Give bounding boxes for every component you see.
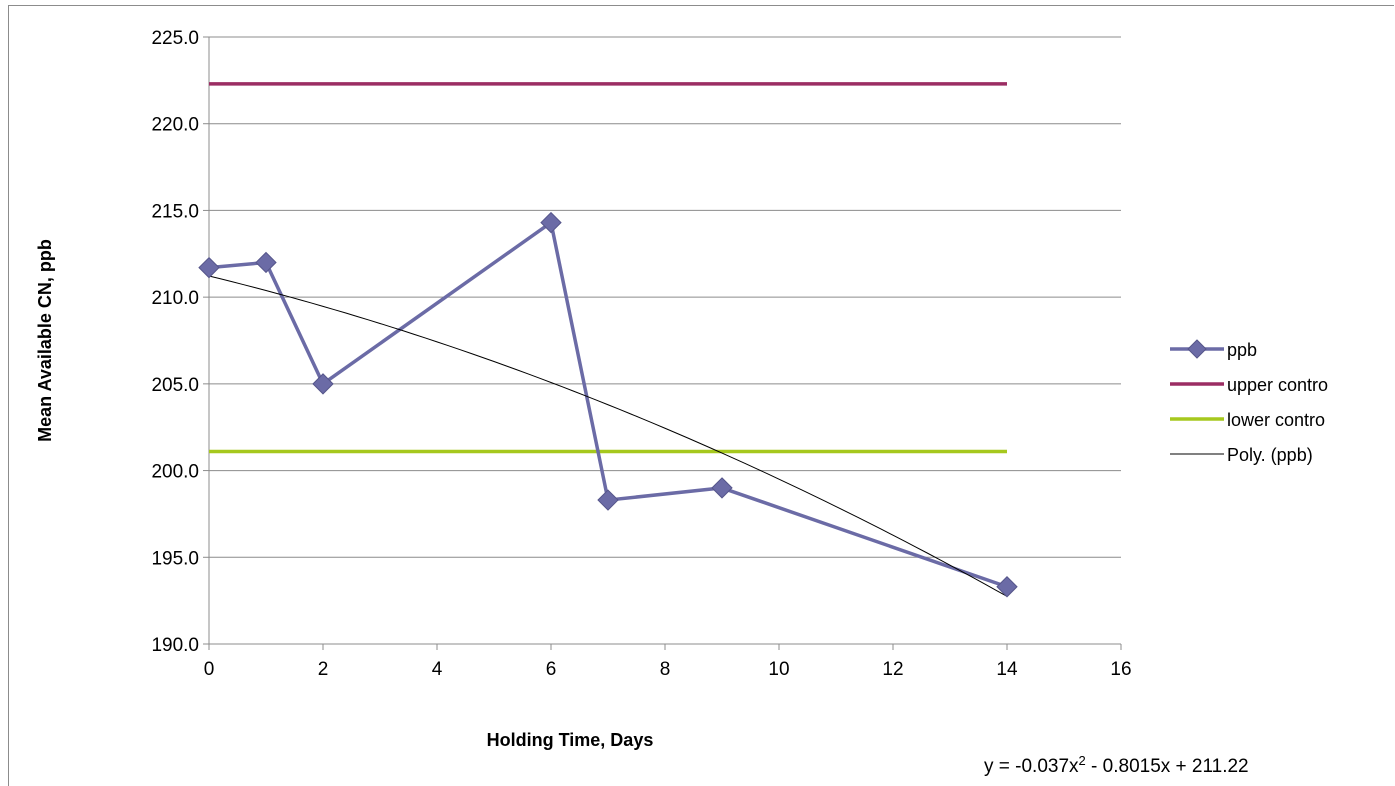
x-tick-label: 8 xyxy=(660,659,671,680)
y-tick-label: 215.0 xyxy=(151,201,199,222)
y-tick-label: 220.0 xyxy=(151,115,199,136)
x-axis-ticks: 0 2 4 6 8 10 12 14 16 xyxy=(204,644,1132,680)
y-axis-title: Mean Available CN, ppb xyxy=(35,239,55,442)
trendline-equation: y = -0.037x2 - 0.8015x + 211.22 xyxy=(984,753,1249,778)
legend-label: ppb xyxy=(1227,340,1257,360)
equation-base: y = -0.037x xyxy=(984,756,1079,777)
x-tick-label: 10 xyxy=(768,659,789,680)
data-point xyxy=(198,256,220,279)
y-tick-label: 225.0 xyxy=(151,28,199,49)
y-tick-label: 200.0 xyxy=(151,462,199,483)
x-tick-label: 12 xyxy=(882,659,903,680)
data-point xyxy=(597,489,619,511)
gridlines xyxy=(209,36,1121,558)
legend-label: upper contro xyxy=(1227,375,1328,395)
y-tick-label: 195.0 xyxy=(151,548,199,569)
x-tick-label: 4 xyxy=(432,659,443,680)
data-point xyxy=(996,576,1018,598)
trendline xyxy=(208,275,1008,597)
equation-exponent: 2 xyxy=(1079,753,1086,768)
y-axis-ticks: 190.0 195.0 200.0 205.0 210.0 215.0 220.0 225.0 xyxy=(151,28,209,656)
data-point xyxy=(312,373,334,395)
y-tick-label: 205.0 xyxy=(151,375,199,396)
data-point xyxy=(255,251,277,274)
equation-rest: - 0.8015x + 211.22 xyxy=(1086,756,1249,777)
legend-marker xyxy=(1187,339,1207,359)
y-tick-label: 190.0 xyxy=(151,635,199,656)
x-tick-label: 2 xyxy=(318,659,329,680)
data-point xyxy=(711,477,733,499)
x-tick-label: 16 xyxy=(1110,659,1131,680)
chart-frame xyxy=(8,5,1394,786)
plot-area xyxy=(198,82,1018,598)
legend: ppb upper contro lower contro Poly. (ppb) xyxy=(1170,339,1328,465)
data-point xyxy=(540,211,562,234)
x-tick-label: 6 xyxy=(546,659,557,680)
x-tick-label: 14 xyxy=(996,659,1018,680)
legend-label: Poly. (ppb) xyxy=(1227,445,1313,465)
axes xyxy=(208,37,1121,645)
x-tick-label: 0 xyxy=(204,659,215,680)
legend-label: lower contro xyxy=(1227,410,1325,430)
x-axis-title: Holding Time, Days xyxy=(487,730,654,750)
y-tick-label: 210.0 xyxy=(151,288,199,309)
